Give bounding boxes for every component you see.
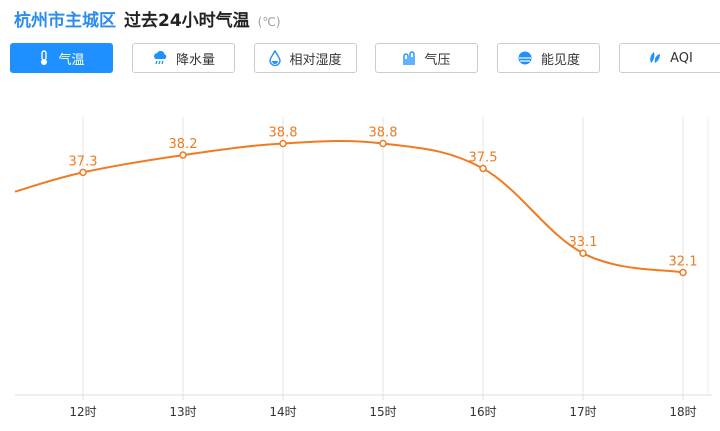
tab-label: 能见度 bbox=[540, 52, 580, 68]
tab-label: 相对湿度 bbox=[289, 52, 342, 68]
data-point[interactable] bbox=[279, 139, 287, 148]
chart-marks: 37.3 38.2 38.8 38.8 37.5 33.1 32.1 bbox=[69, 126, 698, 277]
tab-label: 降水量 bbox=[175, 52, 215, 68]
tab-humidity[interactable]: 相对湿度 bbox=[254, 43, 357, 73]
chart-grid bbox=[82, 117, 709, 395]
data-point[interactable] bbox=[79, 168, 87, 177]
x-tick-label: 12时 bbox=[69, 405, 96, 419]
tab-label: 气温 bbox=[58, 52, 85, 68]
x-tick-label: 17时 bbox=[569, 405, 596, 419]
x-tick-label: 13时 bbox=[169, 405, 196, 419]
data-point[interactable] bbox=[679, 268, 687, 277]
x-tick-label: 18时 bbox=[669, 405, 696, 419]
data-label: 38.2 bbox=[169, 137, 198, 152]
data-label: 38.8 bbox=[369, 126, 398, 141]
data-point[interactable] bbox=[479, 164, 487, 173]
thermometer-icon bbox=[38, 50, 50, 66]
tab-label: AQI bbox=[670, 50, 693, 66]
data-label: 37.3 bbox=[69, 154, 98, 169]
x-tick-label: 16时 bbox=[469, 405, 496, 419]
data-label: 37.5 bbox=[469, 151, 498, 166]
rain-cloud-icon bbox=[152, 50, 168, 66]
data-point[interactable] bbox=[579, 249, 587, 257]
metric-tabs: 气温 降水量 相对湿度 气压 能见度 AQI bbox=[10, 43, 720, 75]
data-point[interactable] bbox=[179, 151, 187, 159]
leaf-icon bbox=[648, 51, 662, 65]
data-label: 32.1 bbox=[669, 255, 698, 270]
tab-aqi[interactable]: AQI bbox=[619, 43, 720, 73]
data-label: 38.8 bbox=[269, 126, 298, 141]
location-name[interactable]: 杭州市主城区 bbox=[14, 11, 116, 31]
tab-temperature[interactable]: 气温 bbox=[10, 43, 113, 73]
water-drop-icon bbox=[269, 50, 282, 66]
chart-subtitle: 过去24小时气温 bbox=[124, 11, 250, 31]
temperature-chart: 37.3 38.2 38.8 38.8 37.5 33.1 32.1 12时 13时 14时 15… bbox=[14, 117, 712, 419]
unit-label: (℃) bbox=[257, 15, 281, 29]
pressure-icon bbox=[402, 50, 416, 66]
chart-title: 杭州市主城区 过去24小时气温 (℃) bbox=[14, 6, 281, 32]
x-tick-label: 14时 bbox=[269, 405, 296, 419]
tab-precipitation[interactable]: 降水量 bbox=[132, 43, 235, 73]
visibility-icon bbox=[517, 50, 533, 66]
tab-label: 气压 bbox=[424, 52, 451, 68]
tab-pressure[interactable]: 气压 bbox=[375, 43, 478, 73]
data-point[interactable] bbox=[379, 139, 387, 148]
tab-visibility[interactable]: 能见度 bbox=[497, 43, 600, 73]
temperature-line bbox=[14, 139, 684, 274]
x-axis-ticks: 12时 13时 14时 15时 16时 17时 18时 bbox=[69, 395, 697, 419]
x-tick-label: 15时 bbox=[369, 405, 396, 419]
data-label: 33.1 bbox=[569, 235, 598, 250]
